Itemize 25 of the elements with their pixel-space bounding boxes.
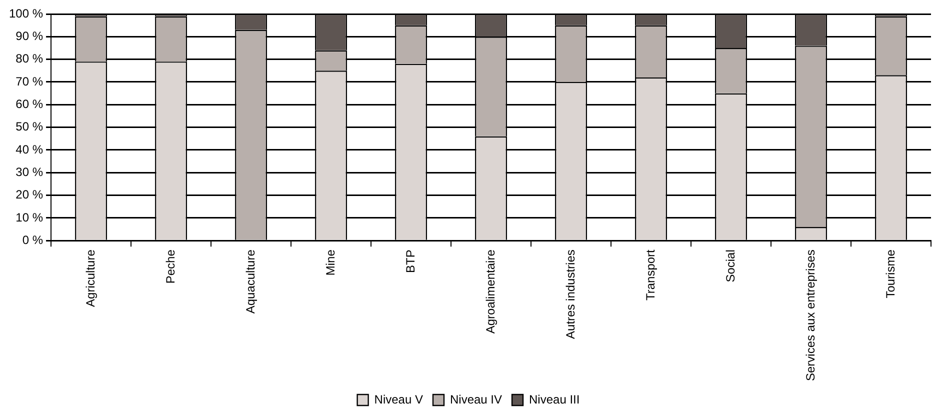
y-tick-label: 20 % xyxy=(16,188,44,202)
y-tick-label: 80 % xyxy=(16,52,44,66)
y-tick-label: 60 % xyxy=(16,96,44,111)
y-tick-label: 90 % xyxy=(16,28,44,43)
x-tick-label: Agriculture xyxy=(83,249,98,307)
y-tick-label: 40 % xyxy=(16,142,44,156)
y-tick-label: 30 % xyxy=(16,164,44,179)
x-tick-label: BTP xyxy=(403,250,418,273)
y-tick-label: 10 % xyxy=(16,210,44,224)
x-tick-label: Services aux entreprises xyxy=(803,250,818,381)
x-tick-label: Mine xyxy=(323,249,338,276)
x-tick-label: Peche xyxy=(163,249,178,284)
x-tick-label: Aquaculture xyxy=(243,249,258,314)
y-tick-label: 50 % xyxy=(16,120,44,134)
x-tick-label: Autres industries xyxy=(563,250,578,339)
x-tick-label: Agroalimentaire xyxy=(483,249,498,334)
legend-label: Niveau V xyxy=(374,392,423,406)
legend-label: Niveau III xyxy=(529,392,580,406)
y-tick-label: 70 % xyxy=(16,74,44,88)
y-tick-label: 0 % xyxy=(22,232,44,247)
legend-label: Niveau IV xyxy=(450,392,502,406)
x-tick-label: Transport xyxy=(643,248,658,301)
x-tick-label: Tourisme xyxy=(883,249,898,298)
y-tick-label: 100 % xyxy=(8,6,44,20)
x-tick-label: Social xyxy=(723,250,738,282)
